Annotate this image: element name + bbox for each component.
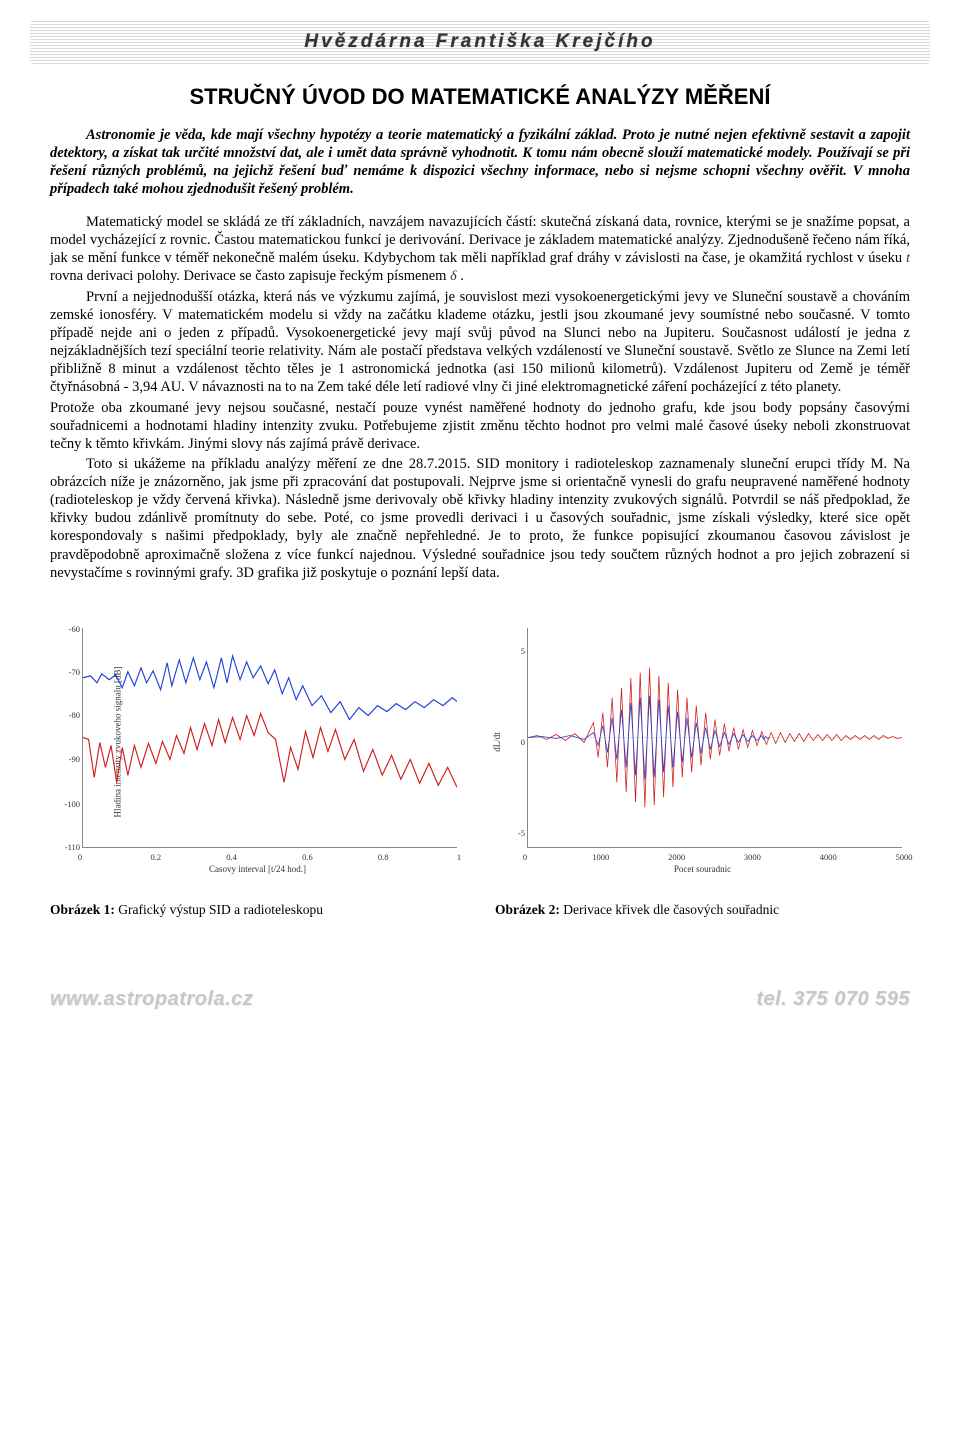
chart-2-svg <box>528 628 902 847</box>
caption-text: Grafický výstup SID a radioteleskopu <box>115 902 323 917</box>
site-name: Hvězdárna Františka Krejčího <box>304 31 655 53</box>
caption-label: Obrázek 2: <box>495 902 560 917</box>
chart-1-series-blue <box>83 656 457 720</box>
page-footer: www.astropatrola.cz tel. 375 070 595 <box>0 958 960 1021</box>
body-text: Protože oba zkoumané jevy nejsou současn… <box>50 400 910 452</box>
figure-2-caption: Obrázek 2: Derivace křivek dle časových … <box>495 902 910 918</box>
body-paragraph-4: Toto si ukážeme na příkladu analýzy měře… <box>50 455 910 582</box>
chart-1-series-red <box>83 713 457 787</box>
body-text: Matematický model se skládá ze tří zákla… <box>50 214 910 266</box>
symbol-t: t <box>906 251 910 266</box>
header-band: Hvězdárna Františka Krejčího <box>30 20 930 64</box>
chart-1-plot <box>82 628 457 848</box>
chart-2-ylabel: dL/dt <box>492 732 502 752</box>
body-paragraph-3: Protože oba zkoumané jevy nejsou současn… <box>50 399 910 453</box>
caption-label: Obrázek 1: <box>50 902 115 917</box>
chart-1-xticks: 0 0.2 0.4 0.6 0.8 1 <box>80 852 459 864</box>
body-paragraph-1: Matematický model se skládá ze tří zákla… <box>50 213 910 286</box>
body-paragraph-2: První a nejjednodušší otázka, která nás … <box>50 288 910 397</box>
chart-2-xticks: 0 1000 2000 3000 4000 5000 <box>525 852 904 864</box>
chart-1-yticks: -60 -70 -80 -90 -100 -110 <box>58 622 80 862</box>
figure-1-caption: Obrázek 1: Grafický výstup SID a radiote… <box>50 902 465 918</box>
footer-url: www.astropatrola.cz <box>50 988 253 1011</box>
chart-2-yticks: 5 0 -5 <box>503 622 525 862</box>
page-title: STRUČNÝ ÚVOD DO MATEMATICKÉ ANALÝZY MĚŘE… <box>50 84 910 110</box>
chart-2-box: dL/dt 5 0 -5 <box>495 622 910 862</box>
chart-1-xlabel: Casovy interval [t/24 hod.] <box>50 864 465 874</box>
chart-1-box: Hladina intenzity zvukoveho signalu [dB]… <box>50 622 465 862</box>
intro-paragraph: Astronomie je věda, kde mají všechny hyp… <box>50 126 910 199</box>
body-text: Toto si ukážeme na příkladu analýzy měře… <box>50 456 910 581</box>
chart-1-svg <box>83 628 457 847</box>
body-text: První a nejjednodušší otázka, která nás … <box>50 289 910 396</box>
body-text: rovna derivaci polohy. Derivace se často… <box>50 268 450 284</box>
figure-1: Hladina intenzity zvukoveho signalu [dB]… <box>50 622 465 874</box>
chart-2-xlabel: Pocet souradnic <box>495 864 910 874</box>
figure-2: dL/dt 5 0 -5 <box>495 622 910 874</box>
caption-text: Derivace křivek dle časových souřadnic <box>560 902 779 917</box>
body-text: . <box>457 268 464 284</box>
footer-tel: tel. 375 070 595 <box>756 988 910 1011</box>
intro-text: Astronomie je věda, kde mají všechny hyp… <box>50 127 910 197</box>
chart-2-plot <box>527 628 902 848</box>
